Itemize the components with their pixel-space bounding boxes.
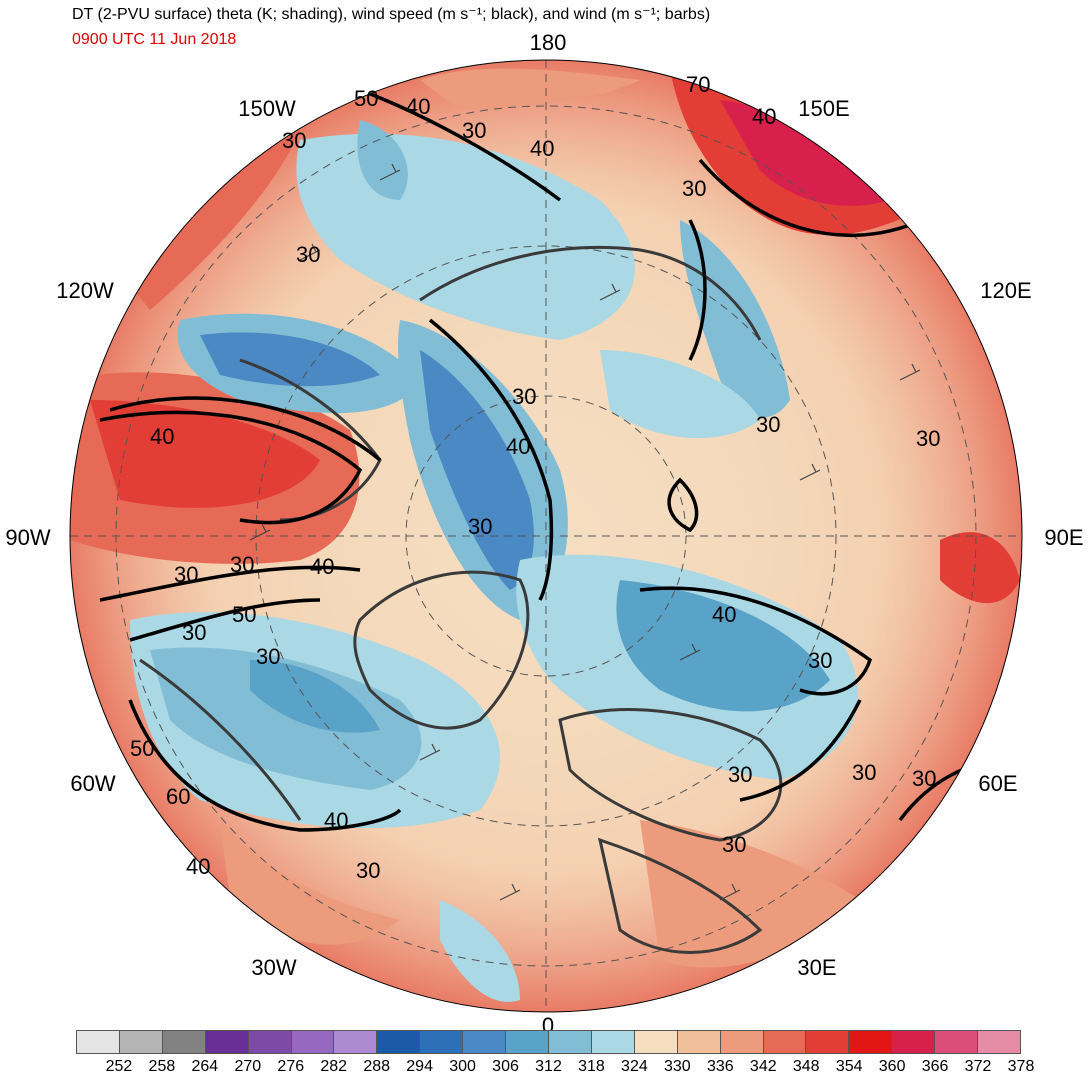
contour-label: 30 [722,832,746,857]
graticule [70,60,1022,1012]
colorbar-swatch [591,1031,635,1053]
contour-label: 30 [808,648,832,673]
colorbar-swatch [849,1031,893,1053]
colorbar-swatch [334,1031,378,1053]
colorbar-swatch [935,1031,979,1053]
contour-label: 30 [356,858,380,883]
colorbar-swatch [248,1031,292,1053]
colorbar-swatch [548,1031,592,1053]
lon-label-180: 180 [529,30,567,55]
lon-label-30e: 30E [797,955,837,980]
lon-label-60w: 60W [70,771,116,796]
colorbar-tick-label: 324 [621,1058,648,1075]
colorbar-tick-label: 378 [1007,1058,1035,1075]
contour-label: 40 [150,424,174,449]
valid-time: 0900 UTC 11 Jun 2018 [72,31,237,48]
colorbar-labels: 252 258 264 270 276 282 288 294 300 306 312 318 324 3… [76,1058,1035,1076]
colorbar-tick-label: 270 [234,1058,262,1075]
map-title: DT (2-PVU surface) theta (K; shading), w… [72,6,711,23]
contour-label: 30 [182,620,206,645]
colorbar-tick-label: 264 [191,1058,219,1075]
contour-label: 30 [756,412,780,437]
colorbar-swatch [377,1031,421,1053]
colorbar [76,1030,1021,1054]
colorbar-swatch [720,1031,764,1053]
colorbar-tick-label: 348 [792,1058,820,1075]
contour-label: 30 [682,176,706,201]
contour-label: 30 [728,762,752,787]
colorbar-tick-label: 306 [492,1058,519,1075]
contour-label: 30 [296,242,320,267]
colorbar-swatch [463,1031,507,1053]
contour-label: 30 [174,562,198,587]
lon-label-90w: 90W [5,525,51,550]
contour-label: 30 [912,766,936,791]
lon-label-120e: 120E [980,278,1032,303]
lon-label-90e: 90E [1044,525,1084,550]
contour-labels: 30 30 30 30 30 30 30 30 30 30 30 30 30 3… [130,72,940,883]
wind-barbs [249,163,921,901]
contour-label: 40 [712,602,736,627]
colorbar-tick-label: 330 [664,1058,691,1075]
colorbar-swatch [634,1031,678,1053]
lon-label-60e: 60E [978,771,1018,796]
contour-label: 30 [230,552,254,577]
map-boundary [69,59,1023,1013]
contour-label: 60 [166,784,190,809]
colorbar-tick-label: 342 [749,1058,777,1075]
contour-label: 30 [512,384,536,409]
colorbar-swatch [205,1031,249,1053]
contour-label: 40 [406,94,430,119]
colorbar-swatch [77,1031,120,1053]
colorbar-tick-label: 294 [406,1058,433,1075]
colorbar-tick-label: 372 [964,1058,992,1075]
contour-label: 40 [506,434,530,459]
colorbar-swatch [291,1031,335,1053]
colorbar-tick-label: 276 [277,1058,305,1075]
colorbar-swatch [162,1031,206,1053]
colorbar-swatch [420,1031,464,1053]
colorbar-tick-label: 288 [363,1058,391,1075]
colorbar-swatch [763,1031,807,1053]
contour-label: 40 [324,808,348,833]
contour-label: 40 [186,854,210,879]
contour-label: 30 [462,118,486,143]
wind-speed-contours [99,88,1011,832]
lon-label-30w: 30W [251,955,297,980]
contour-label: 50 [232,602,256,627]
contour-label: 30 [852,760,876,785]
colorbar-tick-label: 258 [148,1058,176,1075]
contour-label: 40 [752,104,776,129]
colorbar-tick-label: 318 [578,1058,605,1075]
colorbar-swatch [806,1031,850,1053]
colorbar-tick-label: 354 [835,1058,863,1075]
lon-label-150e: 150E [798,96,850,121]
contour-label: 30 [256,644,280,669]
colorbar-swatch [892,1031,936,1053]
colorbar-swatch [506,1031,549,1053]
contour-label: 50 [130,736,154,761]
colorbar-tick-label: 300 [449,1058,476,1075]
contour-label: 30 [916,426,940,451]
colorbar-tick-label: 360 [878,1058,906,1075]
contour-label: 30 [468,514,492,539]
contour-label: 40 [530,136,554,161]
colorbar-tick-label: 336 [706,1058,734,1075]
colorbar-tick-label: 252 [105,1058,133,1075]
colorbar-tick-label: 282 [320,1058,348,1075]
colorbar-tick-label: 312 [535,1058,562,1075]
colorbar-swatch [978,1031,1020,1053]
lon-label-120w: 120W [56,278,114,303]
lon-label-150w: 150W [238,96,296,121]
colorbar-swatch [119,1031,163,1053]
contour-label: 40 [310,554,334,579]
colorbar-swatch [677,1031,721,1053]
polar-map: 30 30 30 30 30 30 30 30 30 30 30 30 30 3… [69,59,1023,1013]
colorbar-tick-label: 366 [921,1058,949,1075]
